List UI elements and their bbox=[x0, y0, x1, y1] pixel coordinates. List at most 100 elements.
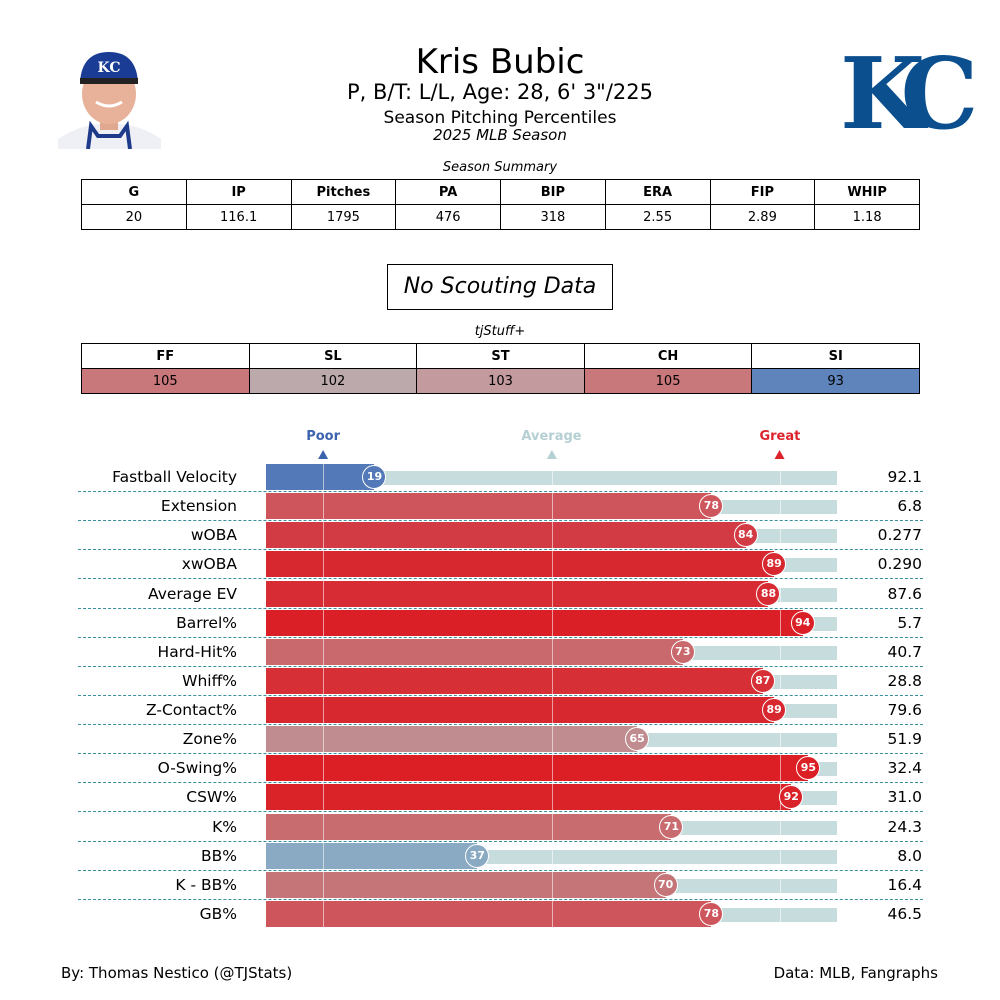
percentile-badge: 70 bbox=[653, 872, 678, 897]
credit-data-source: Data: MLB, Fangraphs bbox=[773, 964, 938, 982]
gridline bbox=[323, 551, 325, 578]
stat-label: Hard-Hit% bbox=[157, 642, 237, 661]
stat-label: K - BB% bbox=[175, 875, 237, 894]
stat-row: GB% 78 46.5 bbox=[0, 900, 1000, 930]
stat-value: 6.8 bbox=[897, 497, 922, 516]
stat-row: Hard-Hit% 73 40.7 bbox=[0, 638, 1000, 668]
stat-value: 31.0 bbox=[887, 788, 922, 807]
row-divider bbox=[78, 520, 923, 522]
scouting-box: No Scouting Data bbox=[387, 264, 613, 310]
player-name: Kris Bubic bbox=[415, 42, 585, 82]
percentile-bar bbox=[266, 667, 763, 694]
stat-label: wOBA bbox=[190, 526, 237, 545]
stat-row: Zone% 65 51.9 bbox=[0, 726, 1000, 755]
gridline bbox=[551, 813, 553, 840]
gridline bbox=[551, 900, 553, 927]
percentile-badge: 19 bbox=[362, 465, 387, 489]
gridline bbox=[323, 784, 325, 811]
gridline bbox=[779, 580, 781, 607]
triangle-icon bbox=[546, 450, 557, 459]
summary-header-cell: FIP bbox=[709, 179, 816, 205]
stat-row: O-Swing% 95 32.4 bbox=[0, 755, 1000, 784]
gridline bbox=[779, 522, 781, 549]
stat-label: BB% bbox=[201, 846, 237, 865]
stat-value: 40.7 bbox=[887, 642, 922, 661]
stuff-value-cell: 103 bbox=[416, 368, 585, 394]
percentile-badge: 89 bbox=[762, 698, 787, 723]
stat-label: CSW% bbox=[186, 788, 237, 807]
percentile-bar bbox=[266, 580, 769, 607]
summary-caption: Season Summary bbox=[442, 160, 558, 175]
stat-value: 79.6 bbox=[887, 701, 922, 720]
team-logo: KC bbox=[840, 37, 979, 152]
percentile-bar bbox=[266, 726, 638, 753]
gridline bbox=[323, 580, 325, 607]
gridline bbox=[779, 871, 781, 898]
stat-label: O-Swing% bbox=[157, 759, 237, 778]
percentile-badge: 65 bbox=[625, 727, 650, 752]
gridline bbox=[323, 697, 325, 724]
gridline bbox=[551, 784, 553, 811]
row-divider bbox=[78, 549, 923, 551]
marker-label: Poor bbox=[306, 429, 340, 444]
stat-value: 92.1 bbox=[887, 468, 922, 486]
percentile-bar bbox=[266, 813, 672, 840]
percentile-bar bbox=[266, 522, 746, 549]
gridline bbox=[323, 493, 325, 520]
summary-header-cell: WHIP bbox=[814, 179, 920, 205]
stat-row: Whiff% 87 28.8 bbox=[0, 667, 1000, 697]
percentile-badge: 71 bbox=[659, 814, 684, 839]
summary-value-cell: 1.18 bbox=[814, 204, 920, 230]
svg-text:KC: KC bbox=[98, 60, 121, 76]
summary-header-cell: PA bbox=[395, 179, 501, 205]
stat-value: 16.4 bbox=[887, 875, 922, 894]
row-divider bbox=[78, 694, 923, 696]
percentile-bar bbox=[266, 464, 375, 490]
gridline bbox=[323, 842, 325, 869]
gridline bbox=[779, 813, 781, 840]
percentile-badge: 84 bbox=[733, 523, 758, 548]
gridline bbox=[779, 755, 781, 782]
gridline bbox=[323, 609, 325, 636]
stat-value: 24.3 bbox=[887, 817, 922, 836]
stat-label: K% bbox=[212, 817, 237, 836]
gridline bbox=[551, 697, 553, 724]
summary-header-cell: G bbox=[81, 179, 187, 205]
tjstuff-table: FF SL ST CH SI 105 102 103 105 93 bbox=[81, 343, 920, 394]
gridline bbox=[323, 726, 325, 753]
marker-poor: Poor bbox=[306, 429, 340, 459]
stat-value: 0.290 bbox=[877, 555, 922, 574]
stat-row: Fastball Velocity 19 92.1 bbox=[0, 464, 1000, 493]
stuff-value-cell: 105 bbox=[583, 368, 753, 394]
stat-label: GB% bbox=[199, 904, 237, 923]
gridline bbox=[551, 842, 553, 869]
gridline bbox=[551, 638, 553, 665]
stat-value: 5.7 bbox=[897, 613, 922, 632]
stat-row: Extension 78 6.8 bbox=[0, 493, 1000, 522]
row-divider bbox=[78, 636, 923, 638]
gridline bbox=[323, 900, 325, 927]
stat-label: Average EV bbox=[148, 584, 237, 603]
stat-value: 8.0 bbox=[897, 846, 922, 865]
stuff-value-cell: 102 bbox=[248, 368, 418, 394]
percentile-bar bbox=[266, 900, 712, 927]
percentile-bar bbox=[266, 755, 809, 782]
marker-average: Average bbox=[521, 429, 582, 459]
stuff-caption: tjStuff+ bbox=[474, 324, 526, 339]
gridline bbox=[323, 871, 325, 898]
stuff-header-cell: ST bbox=[416, 343, 585, 369]
stat-label: Whiff% bbox=[182, 671, 237, 690]
gridline bbox=[551, 580, 553, 607]
gridline bbox=[323, 813, 325, 840]
gridline bbox=[551, 493, 553, 520]
summary-header-cell: BIP bbox=[500, 179, 606, 205]
stat-row: BB% 37 8.0 bbox=[0, 842, 1000, 872]
season-label: 2025 MLB Season bbox=[433, 126, 567, 144]
stat-row: Average EV 88 87.6 bbox=[0, 580, 1000, 610]
percentile-badge: 88 bbox=[756, 581, 781, 606]
stat-row: Barrel% 94 5.7 bbox=[0, 609, 1000, 639]
percentile-bar bbox=[266, 551, 775, 578]
row-divider bbox=[78, 724, 923, 726]
percentile-badge: 73 bbox=[670, 639, 695, 664]
